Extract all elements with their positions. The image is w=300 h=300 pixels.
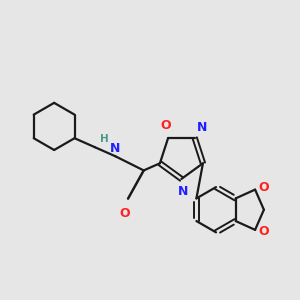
Text: O: O <box>259 225 269 238</box>
Text: N: N <box>178 185 188 198</box>
Text: O: O <box>160 119 171 132</box>
Text: N: N <box>110 142 121 155</box>
Text: O: O <box>119 207 130 220</box>
Text: H: H <box>100 134 109 144</box>
Text: N: N <box>196 121 207 134</box>
Text: O: O <box>259 181 269 194</box>
